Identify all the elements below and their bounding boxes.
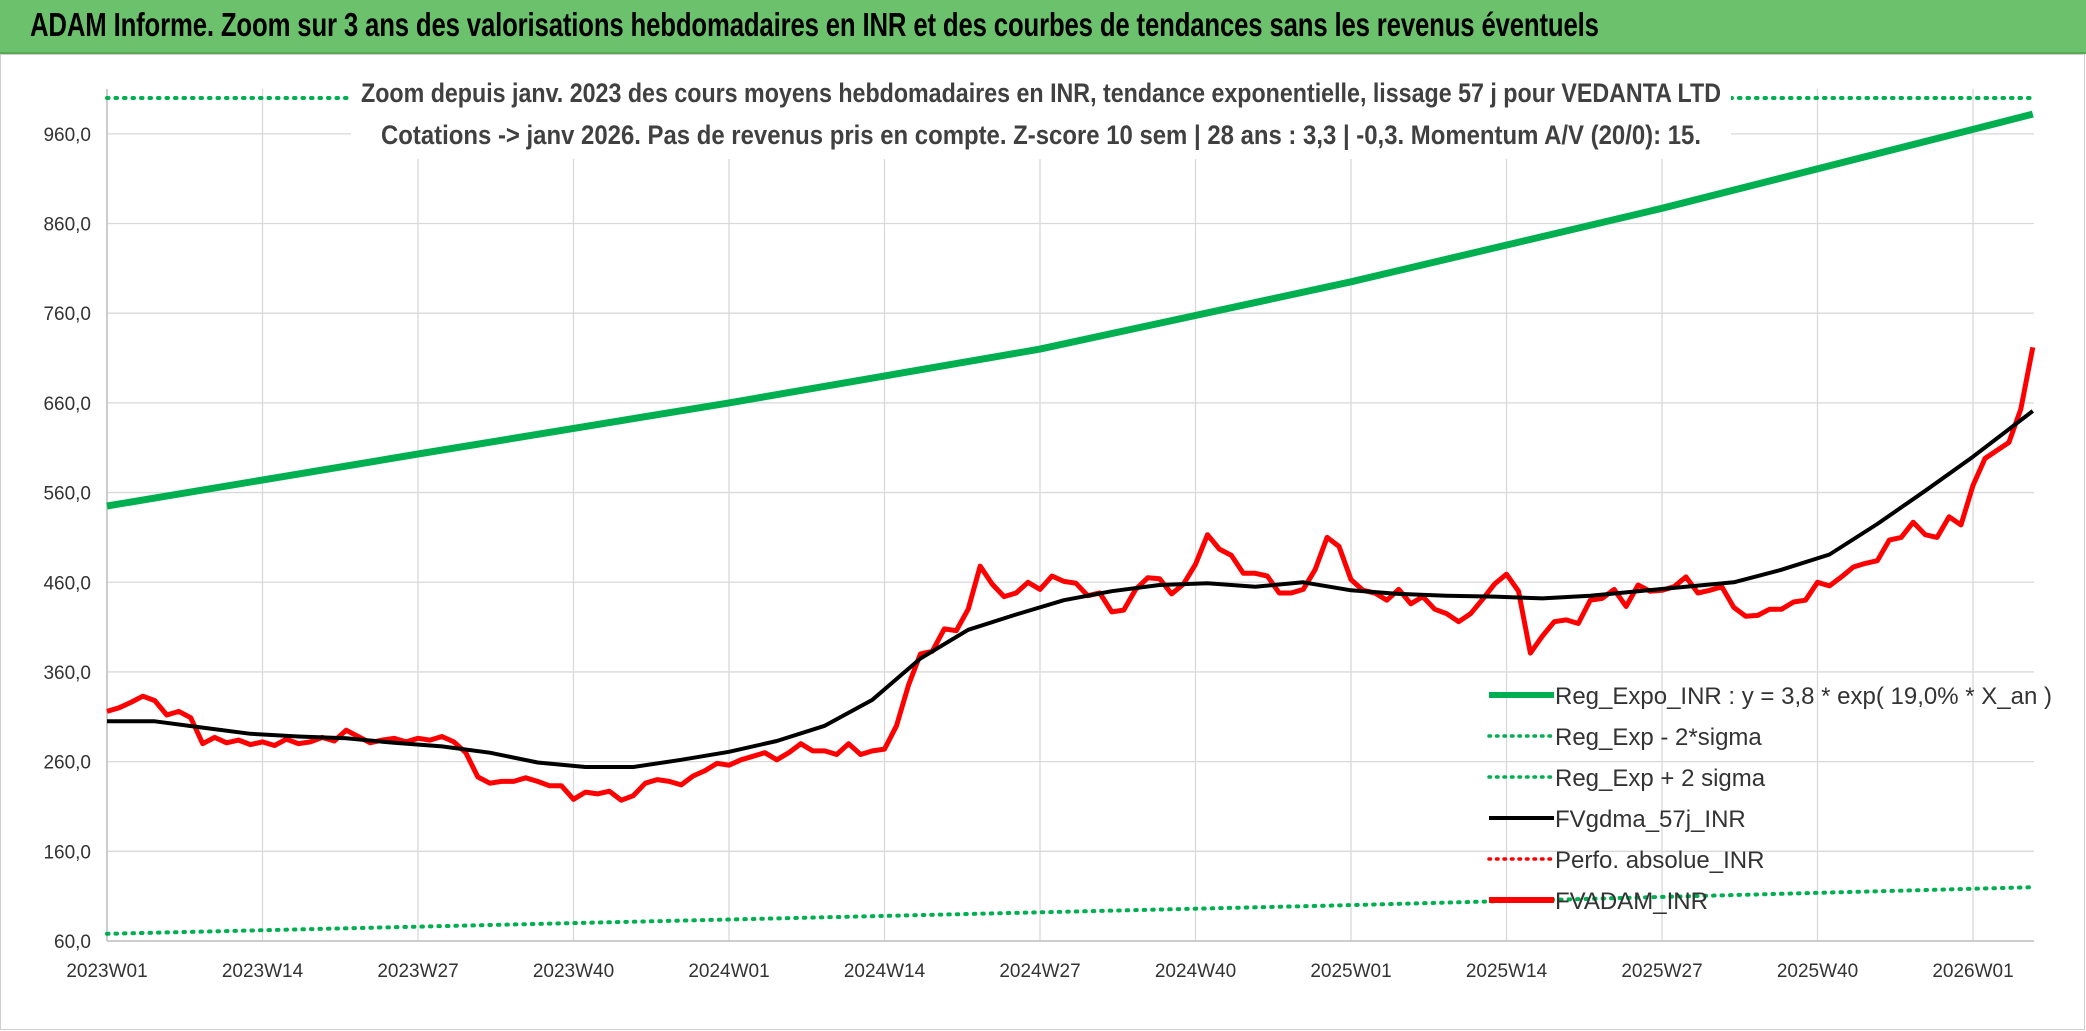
y-tick-label: 460,0 xyxy=(43,573,91,594)
y-tick-label: 260,0 xyxy=(43,753,91,774)
y-tick-label: 760,0 xyxy=(43,304,91,325)
series-fvgdma-57j-inr xyxy=(107,409,2035,769)
legend-label: Reg_Expo_INR : y = 3,8 * exp( 19,0% * X_… xyxy=(1555,683,2052,710)
x-tick-label: 2025W27 xyxy=(1621,961,1702,982)
legend-label: Reg_Exp + 2 sigma xyxy=(1555,765,1766,792)
legend-label: Reg_Exp - 2*sigma xyxy=(1555,724,1762,751)
legend-label: FVgdma_57j_INR xyxy=(1555,806,1746,833)
x-tick-label: 2023W40 xyxy=(533,961,614,982)
x-tick-label: 2023W14 xyxy=(222,961,304,982)
y-tick-label: 960,0 xyxy=(43,125,91,146)
x-tick-label: 2025W40 xyxy=(1777,961,1858,982)
report-title: ADAM Informe. Zoom sur 3 ans des valoris… xyxy=(30,6,1599,43)
y-tick-label: 60,0 xyxy=(54,932,91,953)
series-fvadam-inr xyxy=(106,346,2036,803)
y-tick-label: 860,0 xyxy=(43,215,91,236)
y-tick-label: 560,0 xyxy=(43,484,91,505)
x-tick-label: 2023W27 xyxy=(377,961,458,982)
y-tick-label: 160,0 xyxy=(43,842,91,863)
chart-subtitle: Zoom depuis janv. 2023 des cours moyens … xyxy=(351,61,1731,159)
chart-subtitle-line1: Zoom depuis janv. 2023 des cours moyens … xyxy=(361,78,1721,108)
x-tick-label: 2025W14 xyxy=(1466,961,1548,982)
series-reg-expo-inr xyxy=(106,110,2034,510)
x-tick-label: 2023W01 xyxy=(66,961,147,982)
chart-subtitle-line2: Cotations -> janv 2026. Pas de revenus p… xyxy=(381,120,1701,150)
x-tick-label: 2025W01 xyxy=(1310,961,1391,982)
chart-frame: 60,0 160,0 260,0 360,0 460,0 560,0 660,0 760,0 8… xyxy=(0,54,2085,1030)
line-chart: 60,0 160,0 260,0 360,0 460,0 560,0 660,0 760,0 8… xyxy=(43,61,2052,982)
series-reg-exp-2-sigma xyxy=(105,885,2035,936)
x-tick-label: 2024W40 xyxy=(1155,961,1236,982)
legend-label: FVADAM_INR xyxy=(1555,888,1708,915)
x-tick-label: 2024W14 xyxy=(844,961,926,982)
chart-legend: Reg_Expo_INR : y = 3,8 * exp( 19,0% * X_… xyxy=(1487,683,2052,915)
axis-tick-labels: 60,0 160,0 260,0 360,0 460,0 560,0 660,0 760,0 8… xyxy=(43,125,2013,982)
report-banner: ADAM Informe. Zoom sur 3 ans des valoris… xyxy=(0,0,2086,54)
x-tick-label: 2024W01 xyxy=(688,961,769,982)
y-tick-label: 660,0 xyxy=(43,394,91,415)
x-tick-label: 2024W27 xyxy=(999,961,1080,982)
x-tick-label: 2026W01 xyxy=(1932,961,2013,982)
y-tick-label: 360,0 xyxy=(43,663,91,684)
legend-label: Perfo. absolue_INR xyxy=(1555,847,1764,874)
